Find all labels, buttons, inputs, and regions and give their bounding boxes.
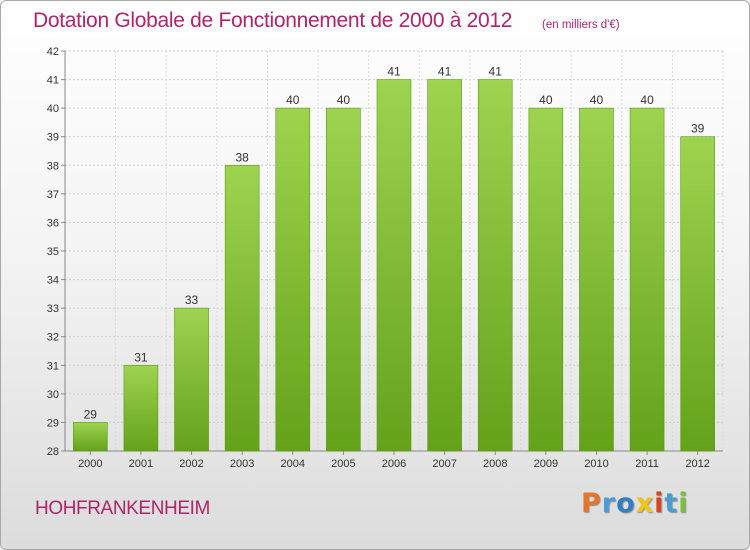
y-tick-label: 39 (47, 132, 59, 144)
x-tick-label: 2011 (635, 458, 659, 470)
value-label-2006: 41 (387, 65, 401, 79)
x-tick-label: 2009 (534, 458, 558, 470)
bar-outline (275, 107, 311, 452)
bar-2007 (427, 79, 462, 452)
y-tick-label: 30 (47, 389, 59, 401)
value-label-2007: 41 (438, 65, 452, 79)
y-tick-label: 32 (47, 332, 59, 344)
y-tick-label: 28 (47, 446, 59, 458)
value-label-2005: 40 (337, 93, 351, 107)
logo-letter: P (581, 488, 602, 519)
logo-letter: o (616, 488, 636, 519)
bars (73, 79, 715, 452)
bar-outline (376, 79, 412, 452)
value-label-2001: 31 (134, 350, 148, 364)
x-tick-label: 2004 (281, 458, 305, 470)
bar-2009 (528, 108, 563, 452)
y-tick-label: 36 (47, 217, 59, 229)
bar-2004 (275, 108, 310, 452)
bar-2011 (630, 108, 665, 452)
x-tick-label: 2003 (230, 458, 254, 470)
y-tick-label: 40 (47, 103, 59, 115)
x-tick-label: 2001 (129, 458, 153, 470)
value-label-2012: 39 (691, 122, 705, 136)
chart-title: Dotation Globale de Fonctionnement de 20… (33, 9, 513, 32)
bar-outline (123, 364, 159, 452)
bar-2003 (225, 165, 260, 452)
bar-outline (427, 79, 462, 452)
x-tick-label: 2010 (584, 458, 608, 470)
y-tick-label: 37 (47, 189, 59, 201)
x-tick-label: 2000 (78, 458, 102, 470)
bar-2005 (326, 108, 361, 452)
x-tick-label: 2005 (331, 458, 355, 470)
value-label-2003: 38 (235, 150, 249, 164)
logo-letter: t (664, 488, 679, 519)
bar-2000 (73, 422, 108, 451)
commune-name: HOHFRANKENHEIM (35, 498, 210, 519)
logo-letter: r (601, 488, 617, 519)
value-label-2008: 41 (489, 65, 503, 79)
bar-outline (528, 107, 564, 452)
x-tick-label: 2012 (685, 458, 709, 470)
x-tick-label: 2006 (382, 458, 406, 470)
x-tick-label: 2007 (432, 458, 456, 470)
x-tick-label: 2002 (179, 458, 203, 470)
bar-outline (579, 107, 614, 452)
logo-letter: x (635, 488, 655, 519)
value-label-2010: 40 (590, 93, 604, 107)
y-tick-label: 34 (47, 275, 59, 287)
bar-2010 (579, 108, 614, 452)
value-label-2011: 40 (640, 93, 654, 107)
bar-outline (174, 307, 209, 452)
x-tick-label: 2008 (483, 458, 507, 470)
chart-unit-note: (en milliers d'€) (542, 19, 620, 31)
y-tick-label: 41 (47, 75, 59, 87)
logo-letter: i (678, 488, 689, 519)
bar-outline (326, 107, 361, 452)
proxiti-logo: Proxiti (581, 488, 689, 519)
bar-2002 (174, 308, 209, 451)
value-label-2000: 29 (84, 407, 98, 421)
bar-2012 (680, 136, 715, 451)
bar-outline (73, 422, 108, 452)
bar-2001 (123, 365, 158, 451)
value-label-2009: 40 (539, 93, 553, 107)
value-label-2004: 40 (286, 93, 300, 107)
y-tick-label: 29 (47, 417, 59, 429)
y-tick-label: 31 (47, 360, 59, 372)
y-tick-label: 33 (47, 303, 59, 315)
y-tick-label: 38 (47, 160, 59, 172)
bar-outline (629, 107, 665, 452)
y-tick-label: 42 (47, 46, 59, 58)
value-label-2002: 33 (185, 293, 199, 307)
bar-2008 (478, 79, 513, 452)
bar-outline (477, 79, 513, 452)
bar-outline (680, 136, 715, 452)
bar-outline (224, 164, 260, 452)
y-tick-label: 35 (47, 246, 59, 258)
bar-2006 (377, 79, 411, 452)
logo-letter: i (654, 488, 665, 519)
labels: 28 29 30 31 32 33 34 35 36 37 38 39 40 41 42 29 2000 31 20… (47, 46, 710, 470)
